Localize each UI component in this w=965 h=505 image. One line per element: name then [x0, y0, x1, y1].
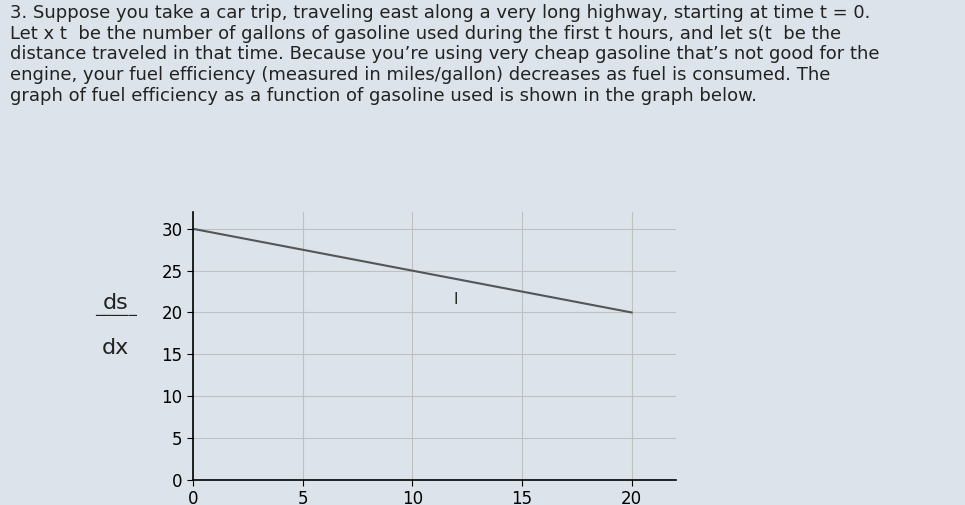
Text: 3. Suppose you take a car trip, traveling east along a very long highway, starti: 3. Suppose you take a car trip, travelin…: [10, 4, 879, 105]
Text: ─────: ─────: [95, 309, 137, 323]
Text: ds: ds: [103, 293, 128, 313]
Text: I: I: [454, 292, 458, 308]
Text: dx: dx: [102, 338, 129, 359]
